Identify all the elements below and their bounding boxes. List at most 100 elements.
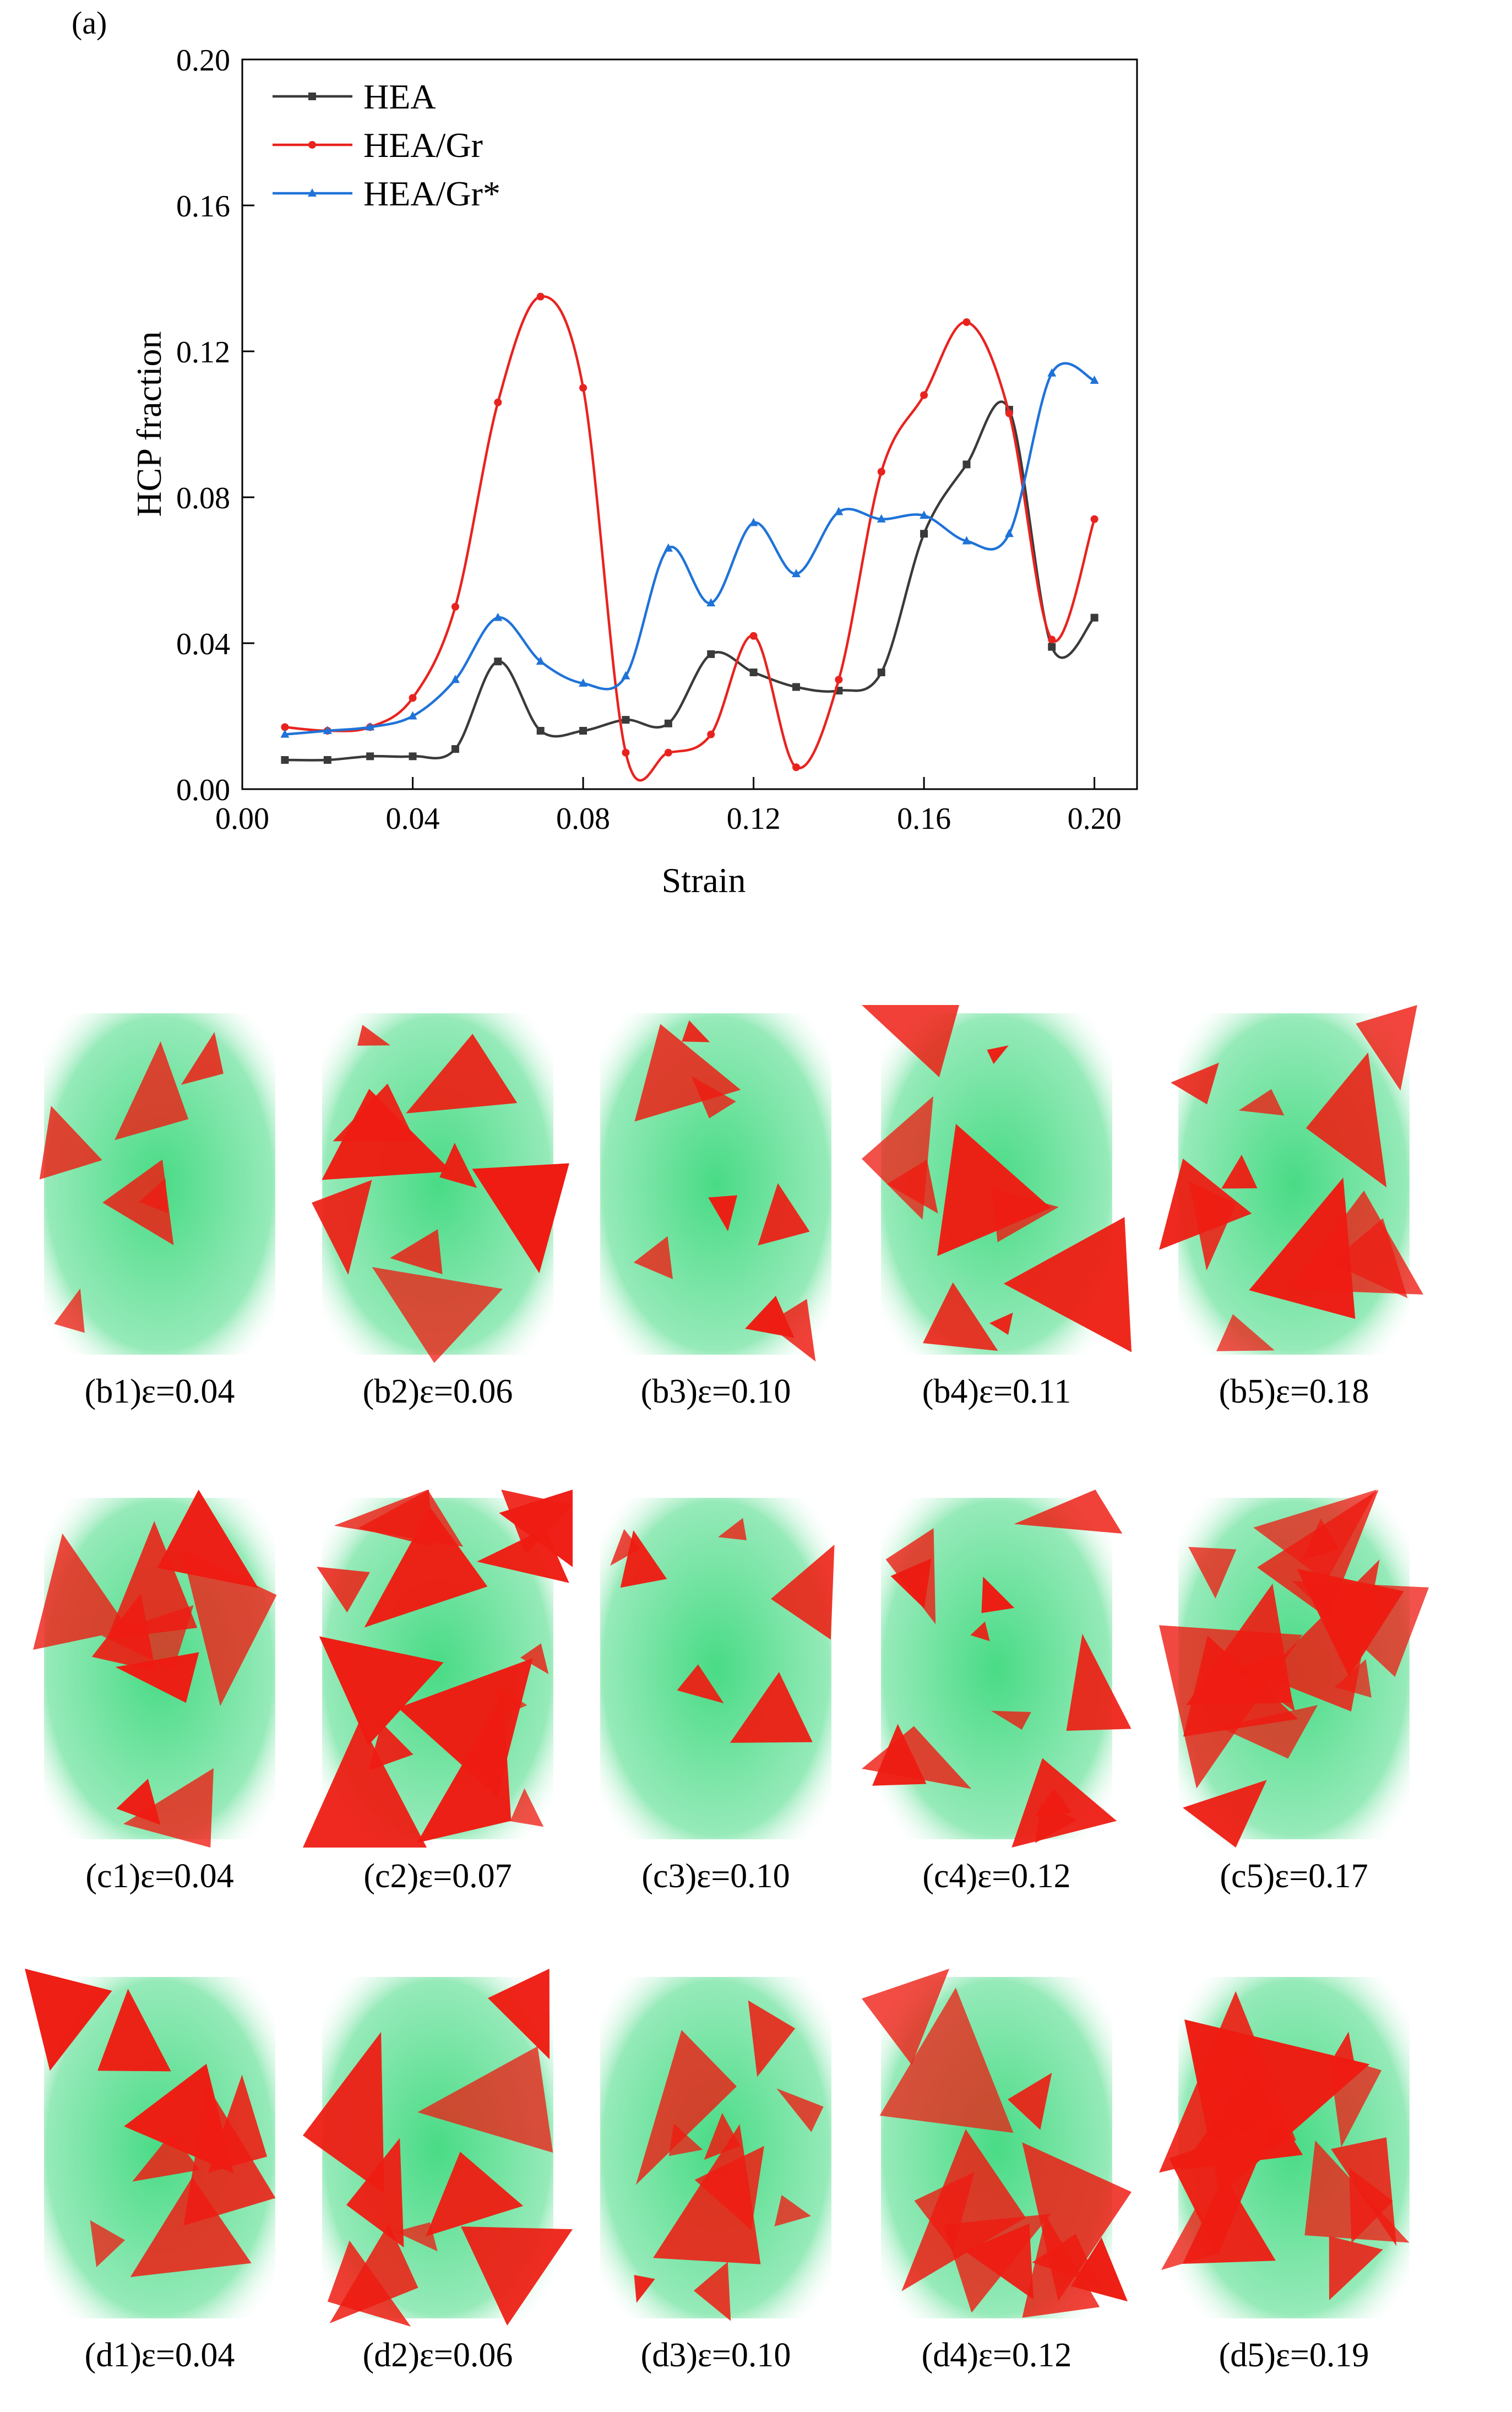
snapshot-caption: (d3)ε=0.10: [640, 2337, 791, 2374]
data-point: [663, 543, 673, 552]
hcp-plate: [107, 1520, 198, 1639]
series-hea-gr: [281, 292, 1098, 782]
hcp-plate: [633, 1236, 673, 1279]
hcp-plate: [1183, 1635, 1298, 1737]
hcp-fraction-line-chart: 0.00 0.04 0.08 0.12 0.16 0.20 0.00 0.04 0.08 0.1…: [129, 44, 1138, 900]
data-point: [451, 602, 459, 611]
data-point: [920, 391, 928, 399]
data-point: [664, 719, 672, 727]
data-point: [536, 727, 545, 735]
snapshot-caption: (b1)ε=0.04: [84, 1373, 235, 1410]
x-tick-label: 0.16: [897, 802, 951, 836]
data-point: [451, 745, 459, 753]
atomistic-render: [303, 1490, 573, 1848]
hcp-plate: [862, 1726, 972, 1789]
atomistic-render: [312, 1013, 569, 1363]
hcp-plate: [992, 1188, 1059, 1242]
series-line: [285, 362, 1095, 736]
y-tick-label: 0.12: [176, 335, 230, 370]
snapshot-c1: [22, 1487, 297, 1850]
hcp-plate: [499, 1490, 573, 1567]
data-point: [579, 727, 588, 735]
data-point: [792, 683, 800, 691]
hcp-plate: [1171, 1062, 1219, 1105]
data-point: [749, 632, 758, 640]
hcp-plate: [319, 1636, 444, 1746]
hcp-plate: [862, 1096, 934, 1220]
hcp-plate: [770, 1544, 835, 1640]
hcp-plate: [1257, 1490, 1379, 1618]
data-point: [536, 656, 545, 665]
data-point: [749, 518, 758, 526]
hcp-plate: [1183, 1780, 1267, 1848]
data-point: [281, 723, 289, 731]
data-point: [707, 650, 715, 658]
data-point: [1048, 643, 1056, 651]
data-point: [749, 669, 758, 676]
hcp-plate: [1169, 2120, 1275, 2256]
hcp-plate: [776, 2088, 824, 2132]
hcp-plate: [312, 1180, 372, 1275]
hcp-plate: [368, 1723, 414, 1770]
snapshot-caption: (d2)ε=0.06: [362, 2337, 513, 2374]
legend-label: HEA/Gr: [363, 126, 483, 165]
hcp-plate: [634, 2275, 655, 2303]
x-tick-label: 0.04: [386, 802, 440, 836]
data-point: [1004, 529, 1014, 537]
data-point: [281, 756, 289, 764]
atomistic-render: [600, 1977, 831, 2321]
hcp-plate: [406, 1034, 518, 1113]
hcp-plate: [1066, 1633, 1132, 1731]
hcp-plate: [610, 1529, 640, 1566]
data-point: [962, 536, 971, 545]
data-point: [962, 460, 971, 469]
data-point: [835, 676, 843, 684]
hcp-plate: [970, 1621, 990, 1642]
atomistic-render: [33, 1490, 277, 1848]
hcp-plate: [901, 2129, 1026, 2291]
hcp-plate: [653, 2124, 761, 2264]
data-point: [664, 748, 672, 757]
hcp-plate: [364, 1507, 488, 1628]
hcp-plate: [181, 1550, 277, 1707]
data-point: [621, 671, 630, 680]
hcp-plate: [39, 1106, 102, 1180]
snapshot-caption: (b2)ε=0.06: [362, 1373, 513, 1410]
data-point: [962, 318, 971, 326]
hcp-plate: [510, 1788, 544, 1827]
data-point: [706, 598, 716, 607]
hcp-plate: [97, 1989, 171, 2072]
hcp-plate: [682, 1020, 710, 1042]
x-axis-label: Strain: [662, 861, 746, 900]
hcp-plate: [766, 1299, 816, 1362]
hcp-plate: [1071, 2237, 1128, 2302]
hcp-plate: [1014, 1490, 1123, 1534]
snapshot-c3: [578, 1487, 853, 1850]
atomistic-render: [862, 1969, 1132, 2318]
data-point: [409, 752, 417, 760]
hcp-plate: [520, 1643, 549, 1675]
hcp-plate: [745, 1296, 795, 1338]
data-point: [920, 530, 928, 538]
legend-label: HEA: [363, 77, 436, 116]
hcp-plate: [130, 2177, 252, 2277]
hcp-plate: [1348, 2167, 1393, 2243]
data-point: [877, 514, 886, 523]
legend: HEA HEA/Gr HEA/Gr*: [273, 77, 501, 213]
hcp-plate: [635, 2030, 737, 2185]
snapshot-b5: [1156, 1002, 1432, 1366]
hcp-plate: [25, 1969, 112, 2071]
hcp-plate: [346, 2138, 404, 2248]
atomistic-render: [600, 1498, 835, 1839]
hcp-plate: [33, 1533, 129, 1650]
simulation-snapshot-grid: (b1)ε=0.04 (b2)ε=0.06 (b3)ε=0.10 (b4)ε=0.11…: [0, 969, 1512, 2412]
hcp-plate: [730, 1672, 813, 1743]
snapshot-b2: [300, 1002, 575, 1366]
data-point: [877, 669, 885, 676]
series-hea-gr-: [280, 362, 1099, 738]
snapshot-b1: [22, 1002, 297, 1366]
hcp-plate: [718, 1518, 747, 1540]
hcp-plate: [1328, 2054, 1382, 2148]
data-point: [1048, 635, 1056, 644]
data-point: [791, 569, 801, 578]
